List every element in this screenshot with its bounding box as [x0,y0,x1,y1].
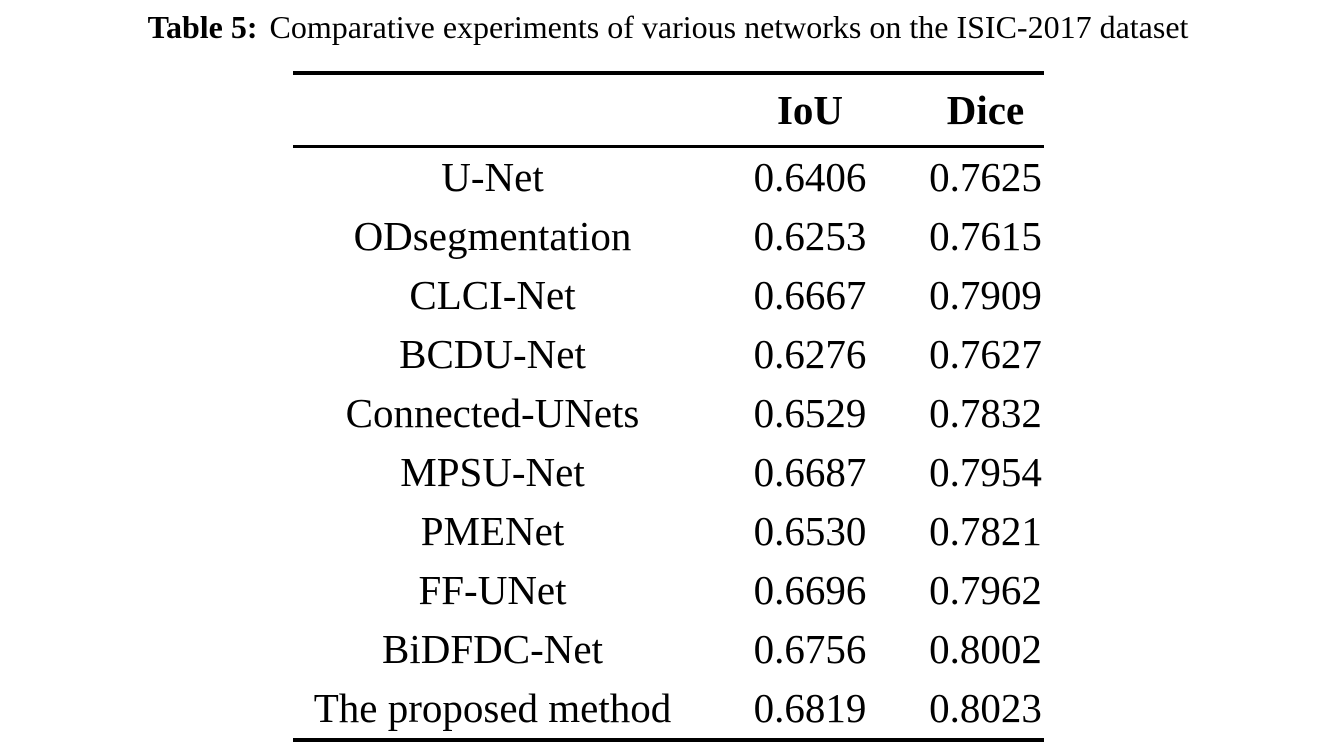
results-table: IoU Dice U-Net 0.6406 0.7625 ODsegmentat… [292,71,1044,742]
iou-value: 0.6276 [753,331,867,377]
header-row: IoU Dice [292,73,1044,148]
network-name: ODsegmentation [353,213,632,259]
network-name: Connected-UNets [345,390,640,436]
network-name: PMENet [420,508,565,554]
table-caption-text: Comparative experiments of various netwo… [269,9,1189,45]
results-table-body: U-Net 0.6406 0.7625 ODsegmentation 0.625… [293,147,1044,741]
dice-value: 0.8023 [929,685,1042,731]
dice-value: 0.7962 [929,567,1042,613]
iou-value: 0.6696 [753,567,867,613]
iou-value: 0.6253 [753,213,867,259]
table-row: Connected-UNets 0.6529 0.7832 [293,384,1044,443]
table-row: U-Net 0.6406 0.7625 [293,147,1044,208]
network-name: MPSU-Net [400,449,585,495]
network-name: The proposed method [313,685,672,731]
dice-value: 0.7627 [929,331,1042,377]
iou-value: 0.6529 [753,390,867,436]
col-header-model [292,73,693,148]
table-caption: Table 5: Comparative experiments of vario… [0,4,1336,50]
table-caption-label: Table 5: [147,9,258,45]
results-table-header: IoU Dice [292,73,1044,148]
table-row: MPSU-Net 0.6687 0.7954 [293,443,1044,502]
iou-value: 0.6530 [753,508,867,554]
table-row: BCDU-Net 0.6276 0.7627 [293,325,1044,384]
iou-value: 0.6406 [753,154,867,200]
network-name: BCDU-Net [399,331,586,377]
network-name: CLCI-Net [409,272,576,318]
iou-value: 0.6667 [753,272,867,318]
table-row: CLCI-Net 0.6667 0.7909 [293,266,1044,325]
table-row: BiDFDC-Net 0.6756 0.8002 [293,620,1044,679]
table-row: FF-UNet 0.6696 0.7962 [293,561,1044,620]
table-row: ODsegmentation 0.6253 0.7615 [293,207,1044,266]
dice-value: 0.7615 [929,213,1042,259]
network-name: FF-UNet [418,567,567,613]
table-row: PMENet 0.6530 0.7821 [293,502,1044,561]
dice-value: 0.7909 [929,272,1042,318]
dice-value: 0.7832 [929,390,1042,436]
network-name: U-Net [441,154,544,200]
network-name: BiDFDC-Net [382,626,603,672]
dice-value: 0.7625 [929,154,1042,200]
col-header-iou: IoU [692,73,928,148]
iou-value: 0.6687 [753,449,867,495]
dice-value: 0.7821 [929,508,1042,554]
dice-value: 0.7954 [929,449,1042,495]
table-row: The proposed method 0.6819 0.8023 [293,679,1044,740]
dice-value: 0.8002 [929,626,1042,672]
iou-value: 0.6819 [753,685,867,731]
iou-value: 0.6756 [753,626,867,672]
col-header-dice: Dice [927,73,1044,148]
